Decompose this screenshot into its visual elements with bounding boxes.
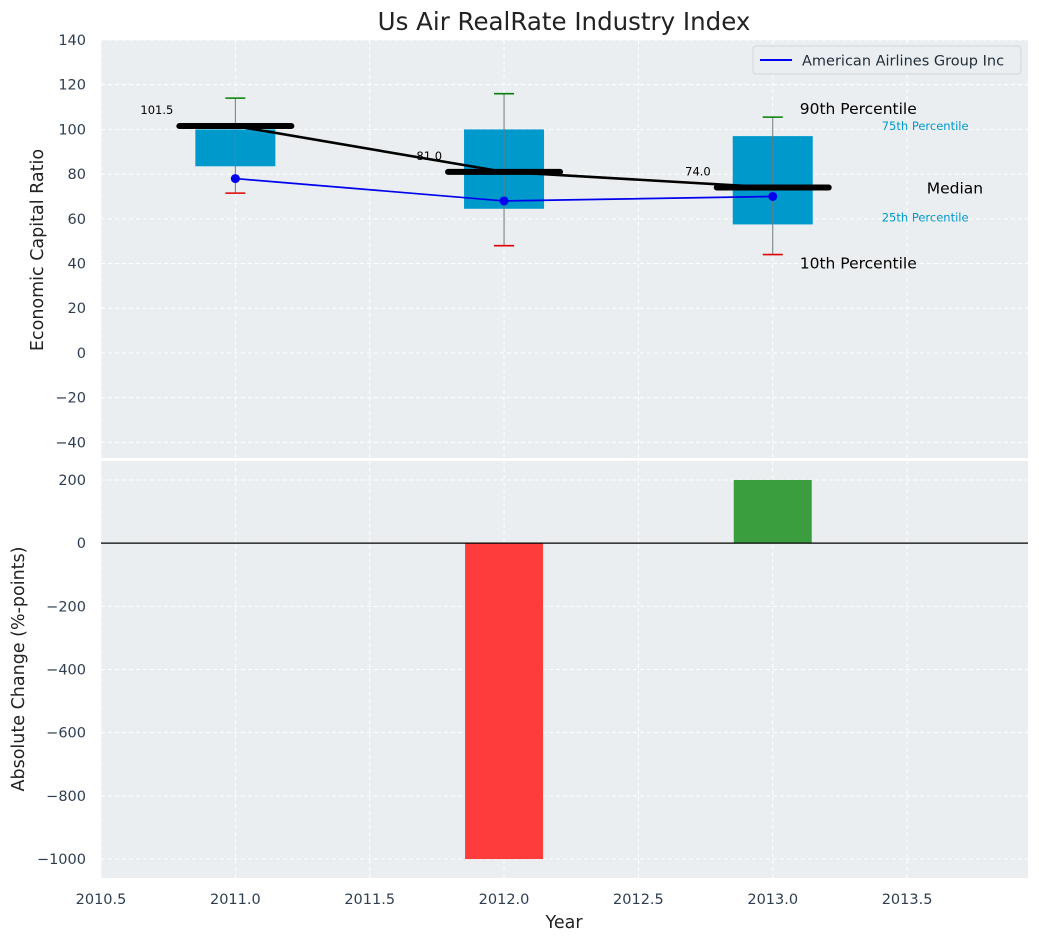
p25-annotation: 25th Percentile	[882, 210, 969, 224]
x-tick-label: 2013.5	[882, 892, 933, 908]
bottom-y-tick-labels: 200 0 −200 −400 −600 −800 −1000	[37, 473, 86, 868]
median-annotation: Median	[927, 180, 983, 198]
legend: American Airlines Group Inc	[752, 45, 1022, 75]
top-y-tick-label: 0	[77, 346, 86, 362]
top-y-tick-label: −40	[55, 435, 86, 451]
x-axis-label: Year	[544, 913, 583, 933]
x-tick-labels: 2010.5 2011.0 2011.5 2012.0 2012.5 2013.0 2013…	[76, 892, 933, 908]
x-tick-label: 2012.5	[613, 892, 664, 908]
top-y-tick-label: −20	[55, 391, 86, 407]
top-y-axis-label: Economic Capital Ratio	[28, 149, 48, 351]
bottom-y-tick-label: 200	[58, 473, 86, 489]
top-grid	[100, 39, 1028, 458]
legend-entry-label: American Airlines Group Inc	[802, 54, 1004, 70]
top-y-tick-label: 60	[68, 212, 86, 228]
median-value-label: 74.0	[685, 165, 711, 179]
bottom-y-tick-label: −1000	[37, 852, 86, 868]
top-y-tick-label: 140	[58, 33, 86, 49]
bottom-y-tick-label: −400	[46, 663, 86, 679]
company-series	[230, 174, 778, 206]
series-point	[230, 174, 240, 184]
top-plot-area	[101, 40, 1028, 458]
bottom-y-tick-label: −200	[46, 599, 86, 615]
median-trend-line	[235, 124, 773, 189]
series-point	[768, 191, 778, 201]
top-y-tick-label: 80	[68, 167, 86, 183]
bottom-y-tick-label: −600	[46, 726, 86, 742]
series-point	[499, 196, 509, 206]
p90-annotation: 90th Percentile	[800, 100, 917, 118]
chart-title: Us Air RealRate Industry Index	[378, 7, 751, 36]
p10-annotation: 10th Percentile	[800, 255, 917, 273]
change-bar-2013	[733, 479, 812, 544]
top-y-tick-labels: 140 120 100 80 60 40 20 0 −20 −40	[55, 33, 86, 451]
top-panel: 140 120 100 80 60 40 20 0 −20 −40 101.581.074.0 9…	[28, 7, 1028, 458]
top-y-tick-label: 120	[58, 78, 86, 94]
x-tick-label: 2010.5	[76, 892, 127, 908]
change-bars	[465, 479, 812, 860]
x-tick-label: 2011.0	[210, 892, 261, 908]
p75-annotation: 75th Percentile	[882, 119, 969, 133]
top-y-tick-label: 100	[58, 122, 86, 138]
median-value-label: 101.5	[140, 103, 173, 117]
bottom-y-tick-label: −800	[46, 789, 86, 805]
x-tick-label: 2012.0	[479, 892, 530, 908]
bottom-y-axis-label: Absolute Change (%-points)	[9, 547, 29, 792]
x-tick-label: 2011.5	[344, 892, 395, 908]
top-y-tick-label: 20	[68, 301, 86, 317]
top-box-marks: 101.581.074.0	[140, 92, 832, 256]
x-tick-label: 2013.0	[747, 892, 798, 908]
top-y-tick-label: 40	[68, 257, 86, 273]
change-bar-2012	[465, 543, 544, 860]
bottom-y-tick-label: 0	[77, 536, 86, 552]
legend-box	[752, 45, 1022, 75]
